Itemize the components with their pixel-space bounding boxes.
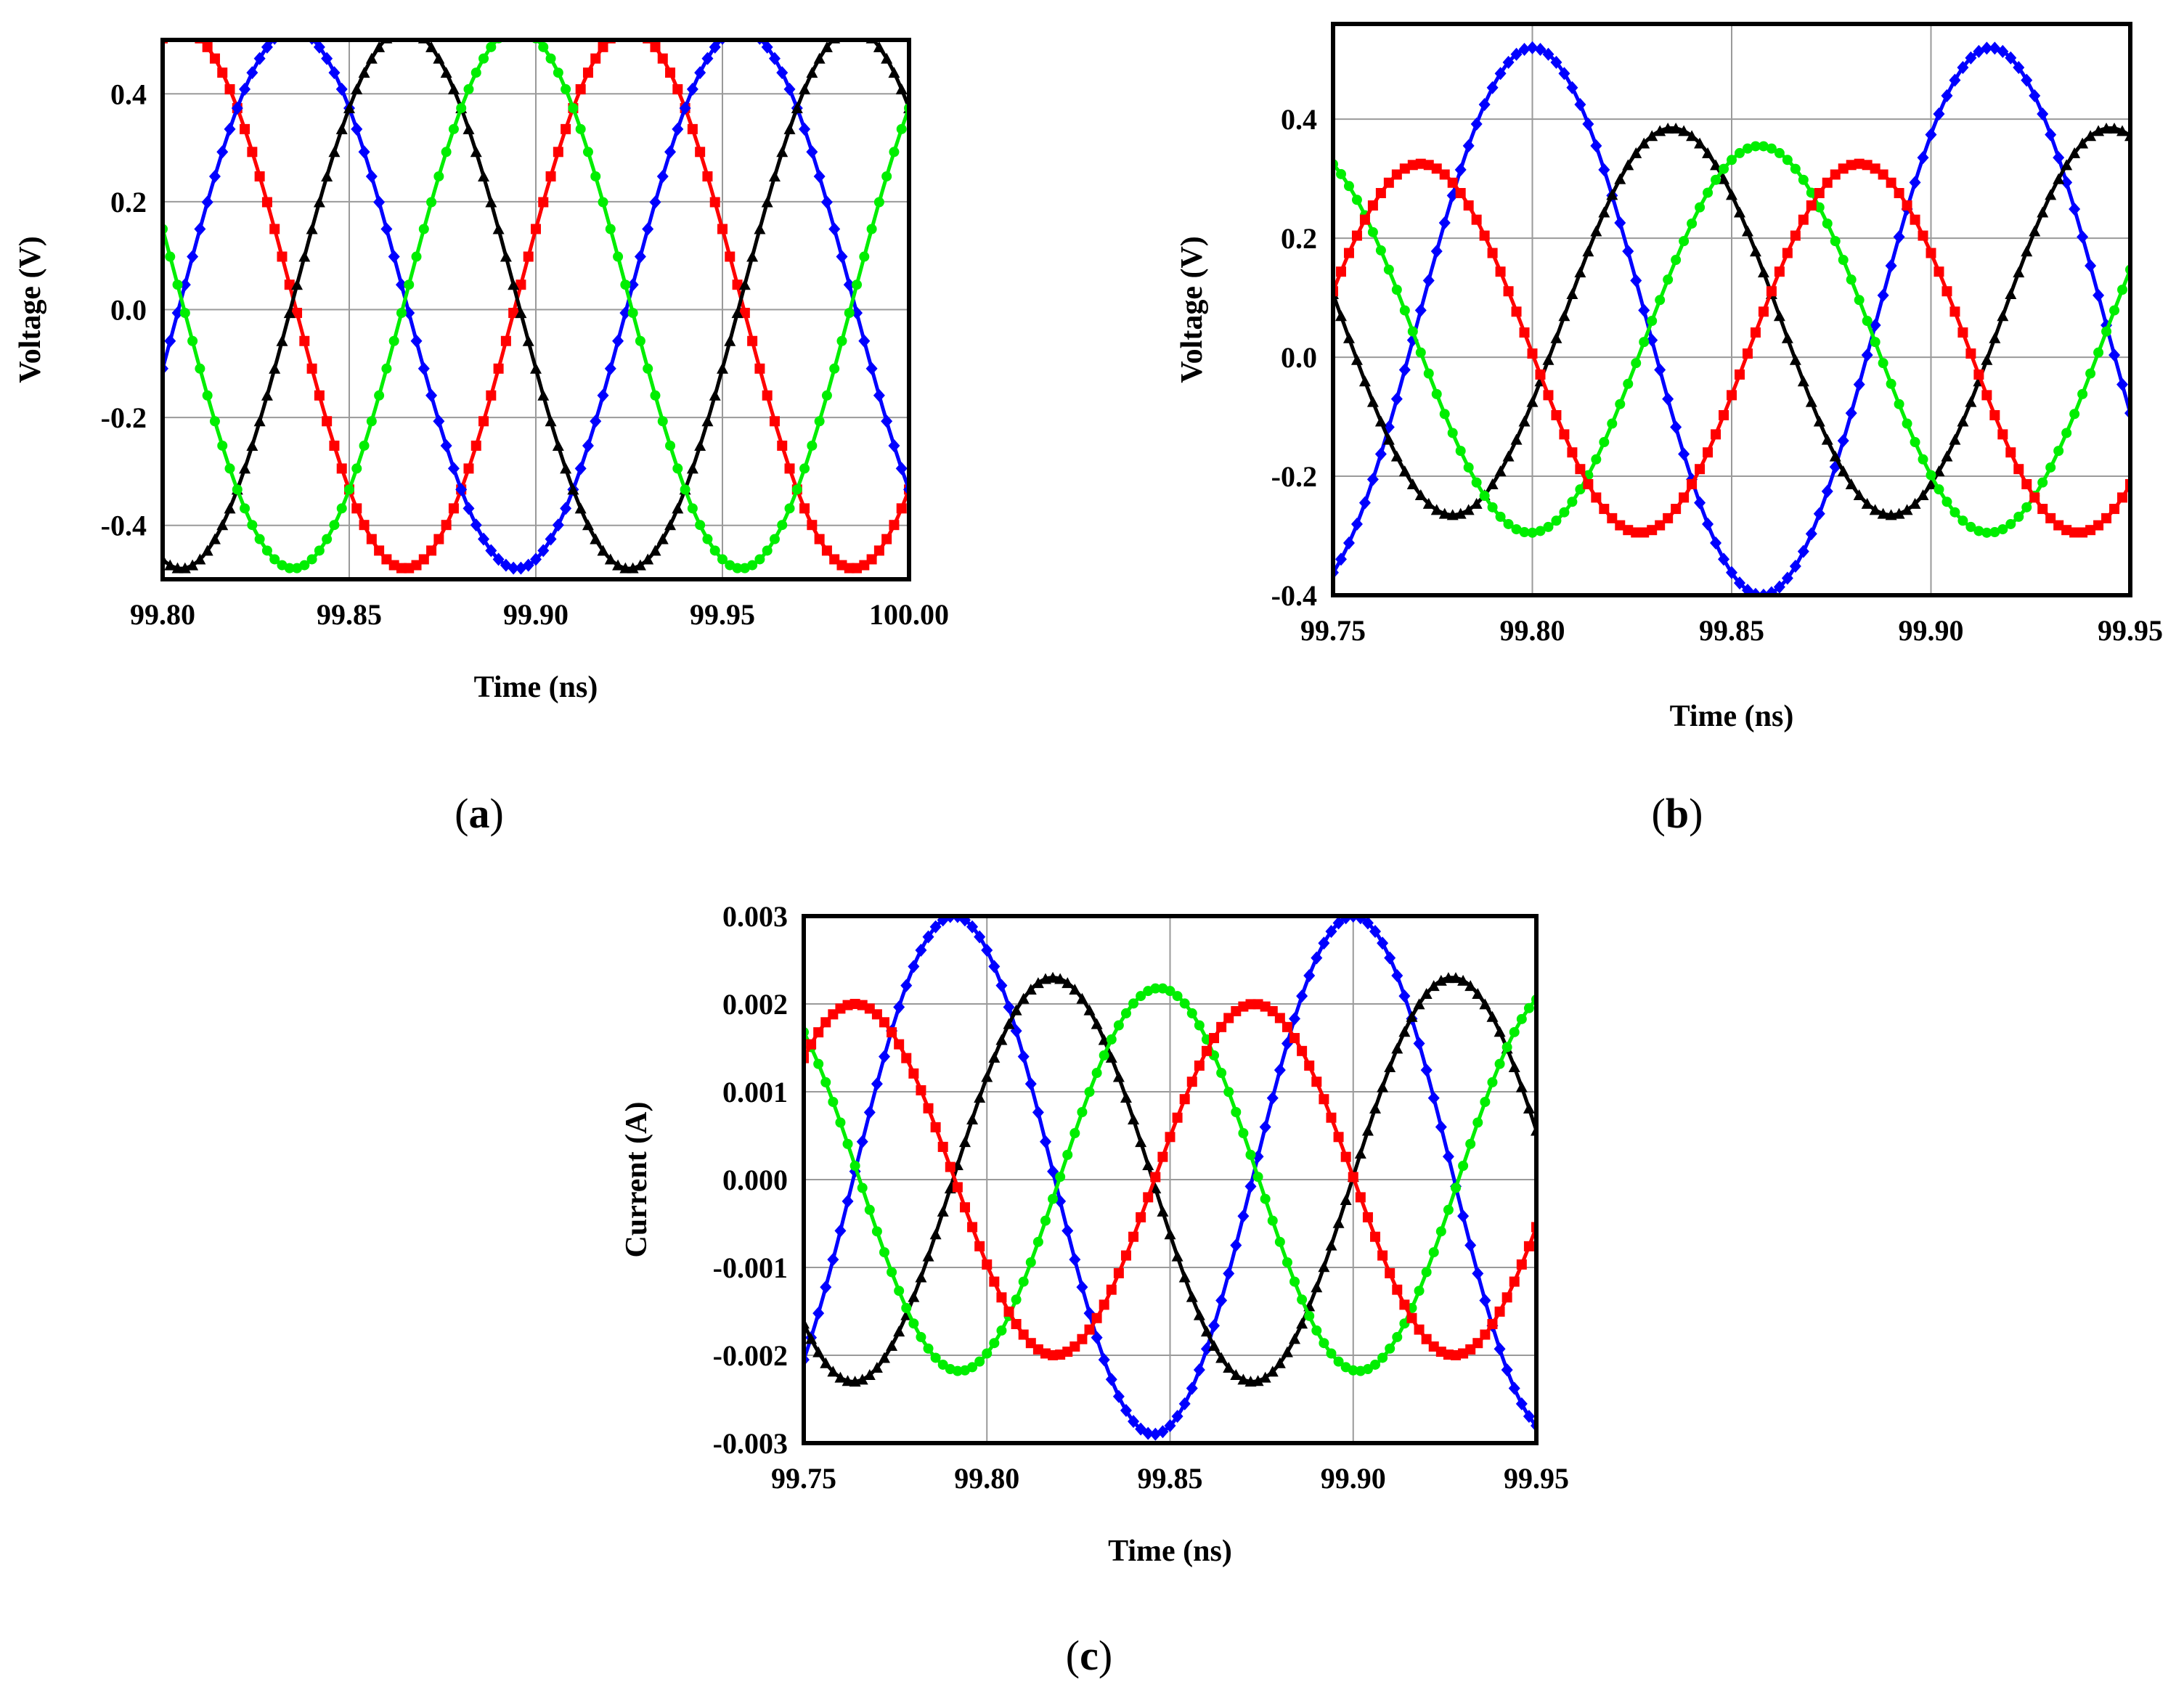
- x-tick-label: 99.80: [954, 1462, 1019, 1495]
- y-tick-label: -0.2: [1271, 460, 1317, 493]
- series-group: [804, 916, 1536, 1441]
- series-markers-1: [1333, 41, 2130, 595]
- chart-panel-1: 99.80 99.85 99.90 99.95 100.00 -0.4 -0.2 0.0 0.2…: [14, 38, 949, 837]
- series-markers-4: [804, 999, 1536, 1360]
- series-markers-2: [1333, 122, 2130, 520]
- x-tick-label: 99.95: [690, 598, 755, 631]
- x-tick-label: 99.90: [1899, 614, 1964, 647]
- y-tick-label: -0.002: [713, 1339, 788, 1372]
- plot-frame: [160, 38, 911, 581]
- series-markers-1: [163, 40, 909, 573]
- x-axis-label: Time (ns): [1108, 1535, 1232, 1568]
- y-tick-label: -0.4: [1271, 579, 1317, 612]
- x-tick-label: 99.90: [1321, 1462, 1386, 1495]
- plot-frame: [802, 914, 1539, 1445]
- x-tick-label: 99.95: [2098, 614, 2163, 647]
- series-markers-4: [1333, 158, 2130, 538]
- x-tick-label: 99.85: [317, 598, 382, 631]
- series-markers-3: [804, 983, 1536, 1376]
- y-tick-label: 0.0: [110, 294, 147, 327]
- y-tick-label: 0.001: [722, 1076, 788, 1108]
- y-tick-label: 0.2: [1281, 222, 1317, 255]
- x-tick-label: 99.85: [1138, 1462, 1203, 1495]
- y-axis-label: Voltage (V): [14, 236, 47, 383]
- chart-panel-2: 99.75 99.80 99.85 99.90 99.95 -0.4 -0.2 0.0 0.2 0…: [1175, 22, 2163, 837]
- y-tick-label: -0.001: [713, 1251, 788, 1284]
- panel-label: (a): [455, 790, 504, 837]
- x-axis-label: Time (ns): [1670, 700, 1794, 733]
- x-tick-label: 99.80: [130, 598, 195, 631]
- x-tick-label: 99.75: [1300, 614, 1366, 647]
- plot-frame: [1331, 22, 2132, 597]
- series-markers-3: [1333, 141, 2130, 538]
- y-tick-label: -0.4: [101, 510, 147, 542]
- x-tick-label: 100.00: [869, 598, 949, 631]
- y-tick-label: 0.002: [722, 988, 788, 1021]
- y-tick-label: 0.4: [1281, 103, 1317, 136]
- series-markers-2: [163, 40, 909, 575]
- x-tick-label: 99.95: [1504, 1462, 1569, 1495]
- y-axis-label: Current (A): [620, 1101, 653, 1257]
- x-axis-label: Time (ns): [474, 671, 598, 704]
- x-tick-label: 99.80: [1500, 614, 1565, 647]
- y-tick-label: -0.2: [101, 401, 147, 434]
- panel-label: (c): [1066, 1632, 1112, 1679]
- panel-label: (b): [1652, 790, 1703, 837]
- y-tick-label: -0.003: [713, 1427, 788, 1460]
- y-tick-label: 0.000: [722, 1164, 788, 1196]
- y-tick-label: 0.003: [722, 900, 788, 933]
- y-axis-label: Voltage (V): [1175, 236, 1209, 383]
- y-tick-label: 0.2: [110, 186, 147, 218]
- series-markers-3: [163, 40, 909, 573]
- x-tick-label: 99.75: [771, 1462, 836, 1495]
- grid: [162, 40, 910, 579]
- series-markers-1: [804, 916, 1536, 1441]
- y-tick-label: 0.4: [110, 78, 147, 110]
- y-tick-label: 0.0: [1281, 341, 1317, 374]
- x-tick-label: 99.90: [503, 598, 569, 631]
- series-markers-2: [804, 971, 1536, 1387]
- x-tick-label: 99.85: [1699, 614, 1764, 647]
- series-group: [163, 40, 909, 575]
- series-group: [1333, 41, 2130, 595]
- chart-panel-3: 99.75 99.80 99.85 99.90 99.95 -0.003 -0.002 -0.…: [620, 900, 1569, 1679]
